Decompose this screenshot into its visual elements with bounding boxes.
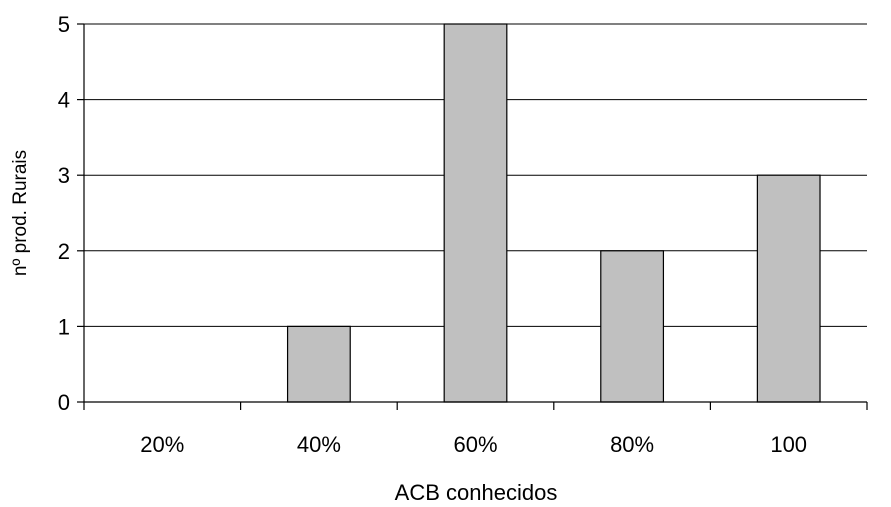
x-tick-label-80%: 80% [610,432,654,457]
y-tick-label-4: 4 [58,88,70,113]
bar-80% [600,250,665,403]
bar-100 [756,174,821,403]
y-tick-label-5: 5 [58,12,70,37]
bar-40% [286,325,351,403]
y-tick-label-2: 2 [58,239,70,264]
x-tick-label-40%: 40% [297,432,341,457]
x-axis-title: ACB conhecidos [395,480,558,505]
x-tick-label-100: 100 [770,432,807,457]
x-ticks: 20% 40% 60% 80% 100 [83,402,868,457]
axes [83,24,867,403]
y-tick-label-0: 0 [58,390,70,415]
y-ticks: 0 1 2 3 4 5 [58,12,84,415]
x-tick-label-60%: 60% [453,432,497,457]
y-axis-title: nº prod. Rurais [10,150,31,276]
x-tick-label-20%: 20% [140,432,184,457]
bar-60% [443,23,508,403]
y-tick-label-1: 1 [58,314,70,339]
y-tick-label-3: 3 [58,163,70,188]
bars [286,23,821,403]
